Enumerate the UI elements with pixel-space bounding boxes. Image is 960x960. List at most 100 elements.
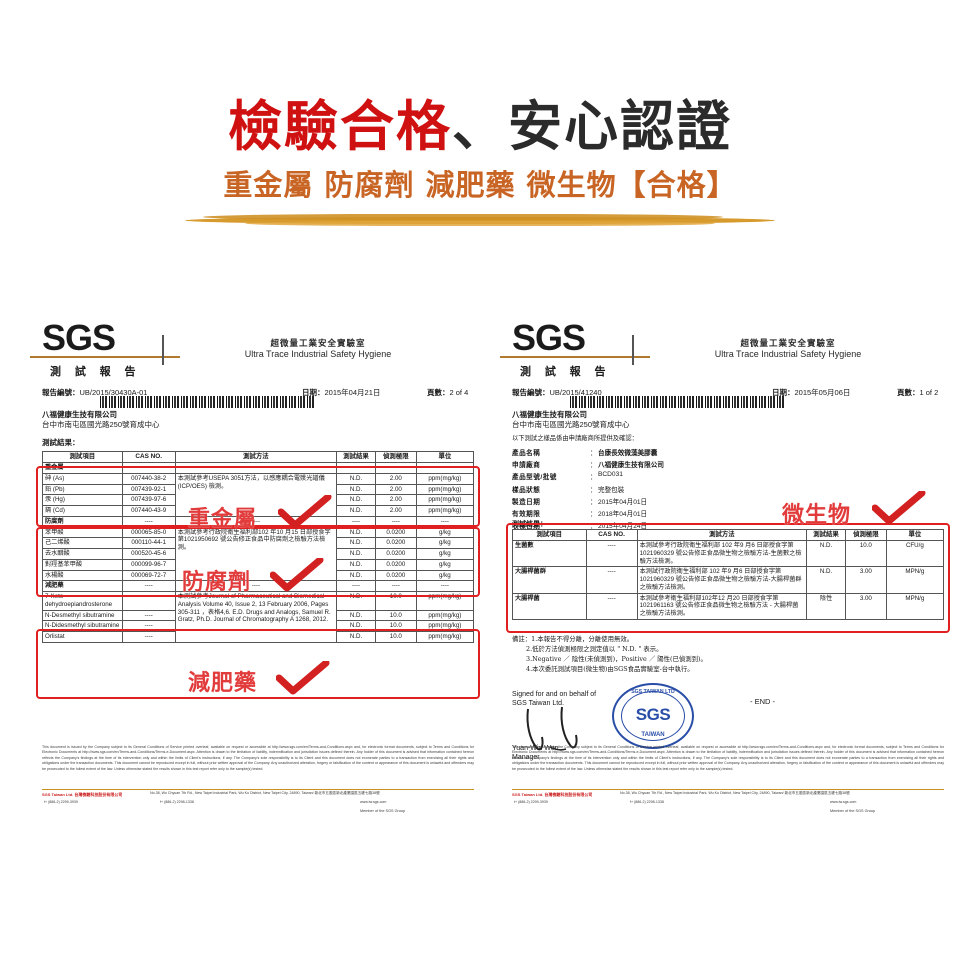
results-label: 測試結果： xyxy=(512,521,547,528)
product-meta-value: 完整包裝 xyxy=(598,486,625,494)
col-unit: 單位 xyxy=(415,451,475,463)
cell-item: N-Didesmethyl sibutramine xyxy=(42,620,123,632)
footer-sgs-mark: SGS Taiwan Ltd. 台灣檢驗科技股份有限公司 xyxy=(42,792,123,797)
cell-item: 汞 (Hg) xyxy=(42,494,123,506)
footer-rule xyxy=(512,789,944,790)
cell-limit: 10.0 xyxy=(374,591,417,611)
cell-item: 鉛 (Pb) xyxy=(42,483,123,496)
lab-name-cn: 超微量工業安全實驗室 xyxy=(270,339,366,349)
sgs-logo: SGS xyxy=(512,317,586,358)
sgs-logo-rule xyxy=(30,356,180,358)
table-row: Orlistat ---- N.D. 10.0 ppm(mg/kg) xyxy=(42,631,475,643)
cell-limit: 0.0200 xyxy=(374,537,417,549)
cell-result: N.D. xyxy=(336,494,376,506)
cell-cas: 007440-43-9 xyxy=(121,505,176,517)
results-label: 測試結果： xyxy=(42,438,80,447)
cell-cas: 007439-92-1 xyxy=(121,483,176,496)
col-method: 測試方法 xyxy=(174,451,338,463)
group-label: 重金屬 xyxy=(42,462,123,474)
annotation-heavy-metals: 重金屬 xyxy=(188,506,258,532)
annotation-microbiology: 微生物 xyxy=(782,502,852,528)
cell-limit: 10.0 xyxy=(374,631,417,643)
product-meta-key: 有效期限 xyxy=(512,510,541,518)
signed-line-1: Signed for and on behalf of xyxy=(512,691,597,698)
signed-line-2: SGS Taiwan Ltd. xyxy=(512,700,565,708)
cell-limit: 2.00 xyxy=(374,494,417,506)
cell-unit: ppm(mg/kg) xyxy=(415,483,475,496)
cell-limit: 3.00 xyxy=(844,592,887,620)
cell-item: 砷 (As) xyxy=(42,472,123,485)
cell-cas: 000520-45-6 xyxy=(121,548,176,560)
barcode xyxy=(570,396,785,408)
cell-cas: ---- xyxy=(121,631,176,643)
table-row: 砷 (As) 007440-38-2 本測試參考USEPA 3051方法，以感應耦合… xyxy=(42,472,475,517)
report-number: 報告編號：UB/2015/30430A-01 xyxy=(42,388,148,397)
signer-title: Manager xyxy=(512,754,540,762)
cell-cas: 000099-96-7 xyxy=(121,558,176,571)
cell-result: N.D. xyxy=(336,609,376,622)
report-number: 報告編號：UB/2015/41240 xyxy=(512,388,602,397)
col-result: 測試結果 xyxy=(336,451,376,463)
checkmark-microbiology-icon xyxy=(872,491,926,525)
product-meta-value: 2015年04月24日 xyxy=(598,523,648,531)
cell-result: N.D. xyxy=(336,472,376,485)
product-meta-value: 2018年04月01日 xyxy=(598,510,648,518)
col-item: 測試項目 xyxy=(42,451,123,463)
cell-result: N.D. xyxy=(336,505,376,517)
cell-limit: 0.0200 xyxy=(374,548,417,560)
col-limit: 偵測極限 xyxy=(844,529,887,541)
product-meta-key: 產品型號/批號 xyxy=(512,474,557,482)
col-item: 測試項目 xyxy=(512,529,587,541)
cell-unit: ppm(mg/kg) xyxy=(415,591,475,611)
cell-limit: 0.0200 xyxy=(374,526,417,539)
footer-legal-text: This document is issued by the Company s… xyxy=(512,745,944,771)
report-page: 頁數：1 of 2 xyxy=(897,388,939,397)
cell-method: 本測試參考USEPA 3051方法，以感應耦合電漿光譜儀(ICP/OES) 檢測… xyxy=(174,472,338,517)
cell-unit: g/kg xyxy=(415,526,475,539)
cell-unit: ppm(mg/kg) xyxy=(415,505,475,517)
note-line: 3.Negative ／ 陰性(未偵測到)，Positive ／ 陽性(已偵測到… xyxy=(526,654,707,663)
col-limit: 偵測極限 xyxy=(374,451,417,463)
cell-limit: 2.00 xyxy=(374,472,417,485)
cell-unit: g/kg xyxy=(415,558,475,571)
stamp-bottom-text: TAIWAN xyxy=(641,732,665,738)
cell-cas: ---- xyxy=(121,609,176,622)
product-meta-row: 申請廠商：八福健康生技有限公司 xyxy=(512,459,842,469)
product-meta-row: 收樣日期： 2015年04月24日 xyxy=(512,520,842,530)
sgs-report-right: SGS 超微量工業安全實驗室 Ultra Trace Industrial Sa… xyxy=(500,305,956,815)
test-results-table-right: 測試項目 CAS NO. 測試方法 測試結果 偵測極限 單位 生菌數 ---- 本測… xyxy=(512,529,945,620)
cell-limit: 2.00 xyxy=(374,483,417,496)
headline-subtitle: 重金屬 防腐劑 減肥藥 微生物【合格】 xyxy=(223,168,737,203)
cell-method: 本測試參考行政院衛生福利部 102 年9 月6 日部授食字第1021960329… xyxy=(636,539,808,568)
cell-result: N.D. xyxy=(336,569,376,582)
sgs-logo-tick xyxy=(162,335,164,365)
footer-address: No.38, Wu Chyuan 7th Rd., New Taipei Ind… xyxy=(150,791,380,795)
annotation-preservatives: 防腐劑 xyxy=(182,569,252,595)
cell-item: 7-Keto dehydroepiandrosterone xyxy=(42,591,123,611)
footer-tel: t+ (886-2) 2299-3939 xyxy=(514,800,548,804)
product-meta-row: 樣品狀態：完整包裝 xyxy=(512,484,842,494)
test-results-table-left: 測試項目 CAS NO. 測試方法 測試結果 偵測極限 單位 重金屬 ---- --… xyxy=(42,451,475,643)
footer-legal-text: This document is issued by the Company s… xyxy=(42,745,474,771)
cell-cas: ---- xyxy=(121,591,176,611)
cell-cas: 000110-44-1 xyxy=(121,537,176,549)
report-title: 測 試 報 告 xyxy=(50,365,141,378)
cell-limit: 10.0 xyxy=(374,620,417,632)
cell-result: 陰性 xyxy=(806,592,846,620)
lab-name-cn: 超微量工業安全實驗室 xyxy=(740,339,836,349)
product-meta-value: 台康長效微藻美膠囊 xyxy=(598,450,658,457)
footer-fax: f+ (886-2) 2298-1338 xyxy=(160,800,194,804)
cell-cas: ---- xyxy=(585,592,638,620)
cell-method: 本測試參考衛生福利部102年12 月20 日部授食字第1021961163 號公… xyxy=(636,592,808,620)
cell-item: 鎘 (Cd) xyxy=(42,505,123,517)
cell-method: 本測試行政院衛生福利部 102 年9 月6 日部授食字第1021960329 號… xyxy=(636,566,808,594)
handwritten-signature xyxy=(526,706,578,751)
cell-result: N.D. xyxy=(336,631,376,643)
cell-unit: ppm(mg/kg) xyxy=(415,620,475,632)
footer-member: Member of the SGS Group xyxy=(830,809,876,813)
checkmark-heavy-metals-icon xyxy=(278,495,332,529)
product-meta-key: 產品名稱 xyxy=(512,450,541,457)
product-meta-key: 申請廠商 xyxy=(512,462,541,470)
cell-cas: ---- xyxy=(585,539,638,568)
table-header-row: 測試項目 CAS NO. 測試方法 測試結果 偵測極限 單位 xyxy=(512,529,945,541)
